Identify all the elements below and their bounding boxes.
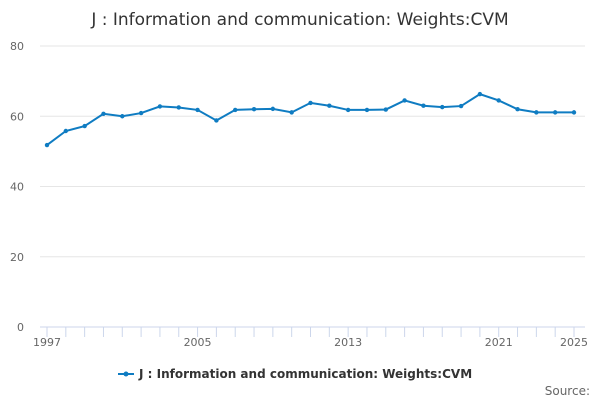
data-point[interactable] bbox=[383, 107, 388, 112]
y-tick-label: 20 bbox=[10, 251, 24, 264]
x-tick-label: 2025 bbox=[560, 336, 588, 349]
data-point[interactable] bbox=[421, 103, 426, 108]
data-point[interactable] bbox=[496, 98, 501, 103]
source-label: Source: bbox=[545, 384, 590, 398]
data-point[interactable] bbox=[120, 114, 125, 119]
x-tick-label: 2005 bbox=[184, 336, 212, 349]
x-tick-label: 1997 bbox=[33, 336, 61, 349]
data-point[interactable] bbox=[327, 103, 332, 108]
y-tick-label: 80 bbox=[10, 40, 24, 53]
chart-title: J : Information and communication: Weigh… bbox=[90, 10, 508, 30]
legend-dot-marker bbox=[123, 371, 129, 377]
data-point[interactable] bbox=[195, 107, 200, 113]
legend-label: J : Information and communication: Weigh… bbox=[138, 367, 472, 381]
data-point[interactable] bbox=[308, 100, 313, 106]
data-point[interactable] bbox=[440, 104, 445, 110]
data-point[interactable] bbox=[534, 110, 539, 115]
data-point[interactable] bbox=[157, 104, 163, 109]
data-point[interactable] bbox=[458, 103, 464, 109]
x-tick-label: 2013 bbox=[334, 336, 362, 349]
data-point[interactable] bbox=[571, 110, 577, 115]
data-point[interactable] bbox=[515, 107, 520, 112]
data-point[interactable] bbox=[251, 107, 257, 112]
data-point[interactable] bbox=[270, 106, 276, 112]
data-point[interactable] bbox=[477, 91, 483, 97]
data-point[interactable] bbox=[345, 107, 351, 113]
data-point[interactable] bbox=[63, 128, 69, 134]
data-point[interactable] bbox=[289, 110, 294, 115]
y-tick-label: 40 bbox=[10, 181, 24, 194]
data-point[interactable] bbox=[82, 123, 87, 129]
data-point[interactable] bbox=[233, 107, 238, 113]
x-tick-label: 2021 bbox=[485, 336, 513, 349]
data-point[interactable] bbox=[138, 110, 144, 116]
data-point[interactable] bbox=[214, 118, 219, 123]
data-point[interactable] bbox=[101, 111, 106, 116]
data-point[interactable] bbox=[176, 105, 181, 110]
data-point[interactable] bbox=[364, 107, 370, 113]
y-tick-label: 60 bbox=[10, 110, 24, 123]
data-point[interactable] bbox=[44, 142, 50, 148]
y-tick-label: 0 bbox=[17, 321, 24, 334]
legend[interactable]: J : Information and communication: Weigh… bbox=[118, 367, 472, 381]
data-point[interactable] bbox=[402, 98, 407, 103]
data-point[interactable] bbox=[552, 110, 558, 115]
